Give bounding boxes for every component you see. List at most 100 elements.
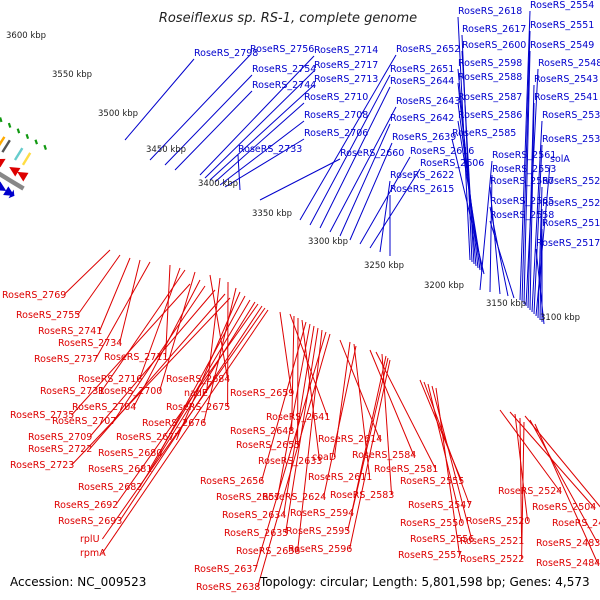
leader-line [301, 319, 321, 462]
leader-line [219, 120, 305, 186]
leader-line [277, 323, 311, 498]
leader-line [89, 293, 226, 450]
gene-label: RoseRS_2519 [542, 218, 600, 229]
leader-line [529, 419, 599, 544]
leader-line [203, 287, 237, 424]
gene-label: RoseRS_2556 [410, 534, 474, 545]
gene-label: RoseRS_2735 [10, 410, 74, 421]
gc-dash [16, 128, 21, 134]
gene-label: RoseRS_2657 [216, 492, 280, 503]
feature-tracks [0, 136, 32, 199]
gene-label: RoseRS_2595 [286, 526, 350, 537]
leader-line [323, 345, 357, 498]
gene-label: RoseRS_2642 [390, 113, 454, 124]
gene-label: RoseRS_2624 [262, 492, 326, 503]
cog-bar-reverse [21, 152, 32, 166]
gene-label: RoseRS_2723 [10, 460, 74, 471]
leader-line [531, 120, 543, 313]
leader-line [519, 417, 523, 542]
gene-label: RoseRS_2635 [224, 528, 288, 539]
leader-line [533, 144, 543, 315]
leader-line [174, 90, 253, 171]
gene-label: RoseRS_2538 [542, 134, 600, 145]
kbp-tick-label: 3300 kbp [308, 237, 348, 247]
gene-label: rpmA [80, 548, 106, 559]
gene-label: RoseRS_2733 [238, 144, 302, 155]
leader-line [204, 70, 315, 179]
gene-label: RoseRS_2731 [40, 386, 104, 397]
gene-label: RoseRS_2539 [542, 110, 600, 121]
gene-label: RoseRS_2692 [54, 500, 118, 511]
leader-line [283, 325, 315, 516]
gene-label: RoseRS_2617 [462, 24, 526, 35]
gene-label: RoseRS_2520 [466, 516, 530, 527]
gene-label: RoseRS_2638 [196, 582, 260, 593]
leader-line [261, 321, 307, 482]
gene-label: RoseRS_2558 [490, 210, 554, 221]
gene-label: RoseRS_2713 [314, 74, 378, 85]
leader-line [71, 283, 191, 416]
leader-lines [63, 10, 600, 588]
gene-label: RoseRS_2551 [530, 20, 594, 31]
leader-line [119, 259, 141, 344]
leader-line [479, 160, 493, 291]
leader-line [369, 349, 415, 456]
gc-dash [43, 144, 47, 150]
leader-line [489, 174, 493, 293]
leader-line [539, 208, 543, 321]
gene-label: RoseRS_2737 [34, 354, 98, 365]
gene-label: RoseRS_2722 [28, 444, 92, 455]
gene-label: RoseRS_2522 [460, 554, 524, 565]
gene-label: RoseRS_2557 [398, 550, 462, 561]
gene-label: RoseRS_2521 [460, 536, 524, 547]
gene-label: RoseRS_2614 [318, 434, 382, 445]
gene-label: RoseRS_2637 [194, 564, 258, 575]
gene-label: rplU [80, 534, 100, 545]
gene-label: RoseRS_2656 [200, 476, 264, 487]
leader-line [349, 359, 391, 550]
kbp-tick-label: 3200 kbp [424, 281, 464, 291]
leader-line [77, 254, 121, 316]
leader-line [149, 54, 251, 161]
leader-line [115, 303, 259, 506]
kbp-tick-label: 3500 kbp [98, 109, 138, 119]
leader-line [347, 357, 389, 532]
cog-bar-reverse [0, 136, 6, 147]
forward-gene-arrow [0, 181, 7, 192]
kbp-tick-label: 3400 kbp [198, 179, 238, 189]
gene-label: RoseRS_2660 [340, 148, 404, 159]
gene-label: RoseRS_2754 [252, 64, 316, 75]
cog-bar-reverse [13, 147, 24, 161]
leader-line [101, 309, 269, 554]
gene-label: RoseRS_2606 [420, 158, 484, 169]
leader-line [101, 269, 186, 392]
kbp-tick-label: 3600 kbp [6, 31, 46, 41]
gene-label: RoseRS_2641 [266, 412, 330, 423]
kbp-ticks: 3600 kbp 3550 kbp 3500 kbp 3450 kbp 3400 kbp… [6, 31, 580, 323]
gene-label: RoseRS_2644 [390, 76, 454, 87]
gene-label: RoseRS_2648 [230, 426, 294, 437]
gene-label: RoseRS_2769 [2, 290, 66, 301]
leader-line [521, 30, 531, 303]
leader-line [89, 289, 216, 438]
gene-label: nadE [184, 388, 208, 399]
leader-line [124, 58, 195, 141]
map-title: Roseiflexus sp. RS-1, complete genome [159, 11, 417, 26]
leader-line [339, 123, 391, 237]
leader-line [199, 55, 315, 176]
gene-label: RoseRS_2622 [390, 170, 454, 181]
gene-label: RoseRS_2504 [532, 502, 596, 513]
gene-label: RoseRS_2526 [542, 176, 600, 187]
gene-label: RoseRS_2553 [492, 164, 556, 175]
leader-line [257, 333, 331, 588]
topology-label: Topology: circular; Length: 5,801,598 bp… [259, 575, 590, 589]
leader-line [333, 341, 351, 458]
gene-label: RoseRS_2681 [88, 464, 152, 475]
leader-line [353, 343, 371, 478]
leader-line [177, 291, 241, 438]
gene-label: RoseRS_2710 [304, 92, 368, 103]
leader-line [159, 295, 246, 454]
gene-label: RoseRS_2482 [552, 518, 600, 529]
gene-label: RoseRS_2639 [392, 132, 456, 143]
